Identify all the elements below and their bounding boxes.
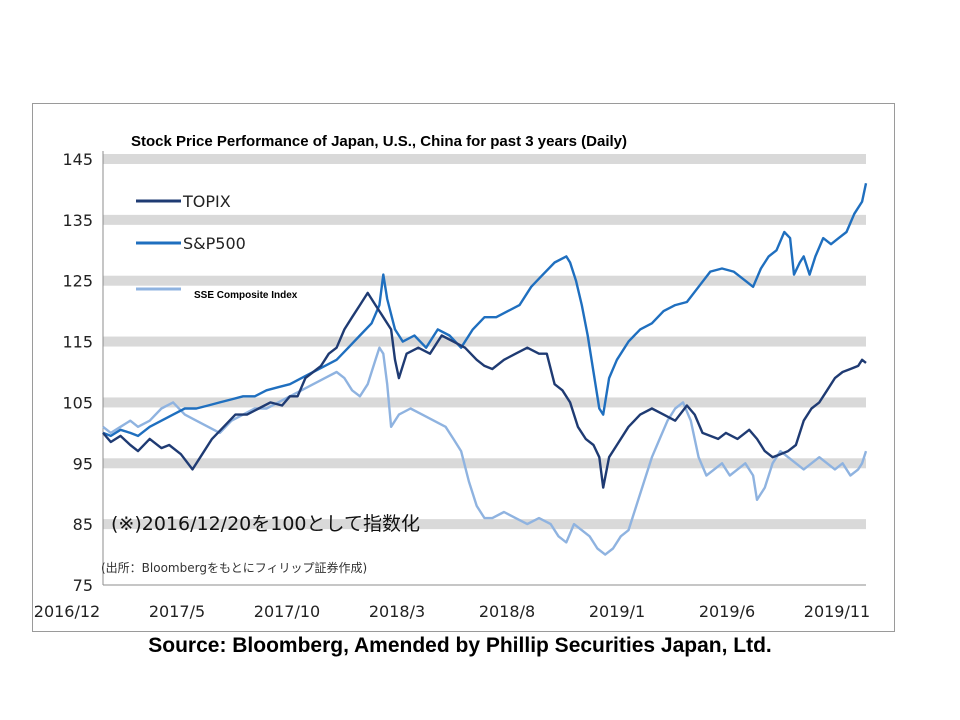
index-note: (※)2016/12/20を100として指数化 xyxy=(111,513,420,535)
grid-band xyxy=(103,519,866,530)
x-tick-label: 2018/3 xyxy=(369,602,425,621)
x-tick-label: 2019/1 xyxy=(589,602,645,621)
y-tick-label: 145 xyxy=(62,150,93,169)
chart-canvas: 145 135 125 115 105 95 85 75 2016/12 2017/5 2017/… xyxy=(34,133,870,621)
series-line-topix xyxy=(102,291,867,489)
x-tick-labels: 2016/12 2017/5 2017/10 2018/3 2018/8 2019/1 20… xyxy=(34,602,870,621)
grid-band xyxy=(103,458,866,469)
y-tick-labels: 145 135 125 115 105 95 85 75 xyxy=(62,150,93,595)
series-lines xyxy=(102,183,868,556)
axes xyxy=(102,151,866,586)
legend-label-s-p500: S&P500 xyxy=(183,234,246,253)
chart-title: Stock Price Performance of Japan, U.S., … xyxy=(131,133,627,150)
legend-label-topix: TOPIX xyxy=(182,192,231,211)
y-tick-label: 135 xyxy=(62,211,93,230)
x-tick-label: 2017/10 xyxy=(254,602,320,621)
x-tick-label: 2016/12 xyxy=(34,602,100,621)
grid-band xyxy=(103,336,866,347)
source-note: (出所：Bloombergをもとにフィリップ証券作成) xyxy=(101,560,367,575)
legend-label-sse-composite-index: SSE Composite Index xyxy=(194,290,298,301)
x-tick-label: 2017/5 xyxy=(149,602,205,621)
x-tick-label: 2018/8 xyxy=(479,602,535,621)
grid-bands xyxy=(103,154,866,530)
grid-band xyxy=(103,154,866,164)
legend: TOPIX S&P500 SSE Composite Index xyxy=(136,192,298,301)
grid-band xyxy=(103,275,866,286)
y-tick-label: 85 xyxy=(73,515,93,534)
chart-frame: 145 135 125 115 105 95 85 75 2016/12 2017/5 2017/… xyxy=(32,103,895,632)
y-tick-label: 75 xyxy=(73,576,93,595)
series-line-s-p500 xyxy=(102,183,868,438)
y-tick-label: 125 xyxy=(62,272,93,291)
x-tick-label: 2019/6 xyxy=(699,602,755,621)
grid-band xyxy=(103,214,866,225)
source-caption: Source: Bloomberg, Amended by Phillip Se… xyxy=(148,634,772,657)
x-tick-label: 2019/11 xyxy=(804,602,870,621)
series-line-sse-composite-index xyxy=(102,346,868,556)
y-tick-label: 115 xyxy=(62,333,93,352)
y-tick-label: 95 xyxy=(73,454,93,473)
grid-band xyxy=(103,397,866,408)
y-tick-label: 105 xyxy=(62,393,93,412)
